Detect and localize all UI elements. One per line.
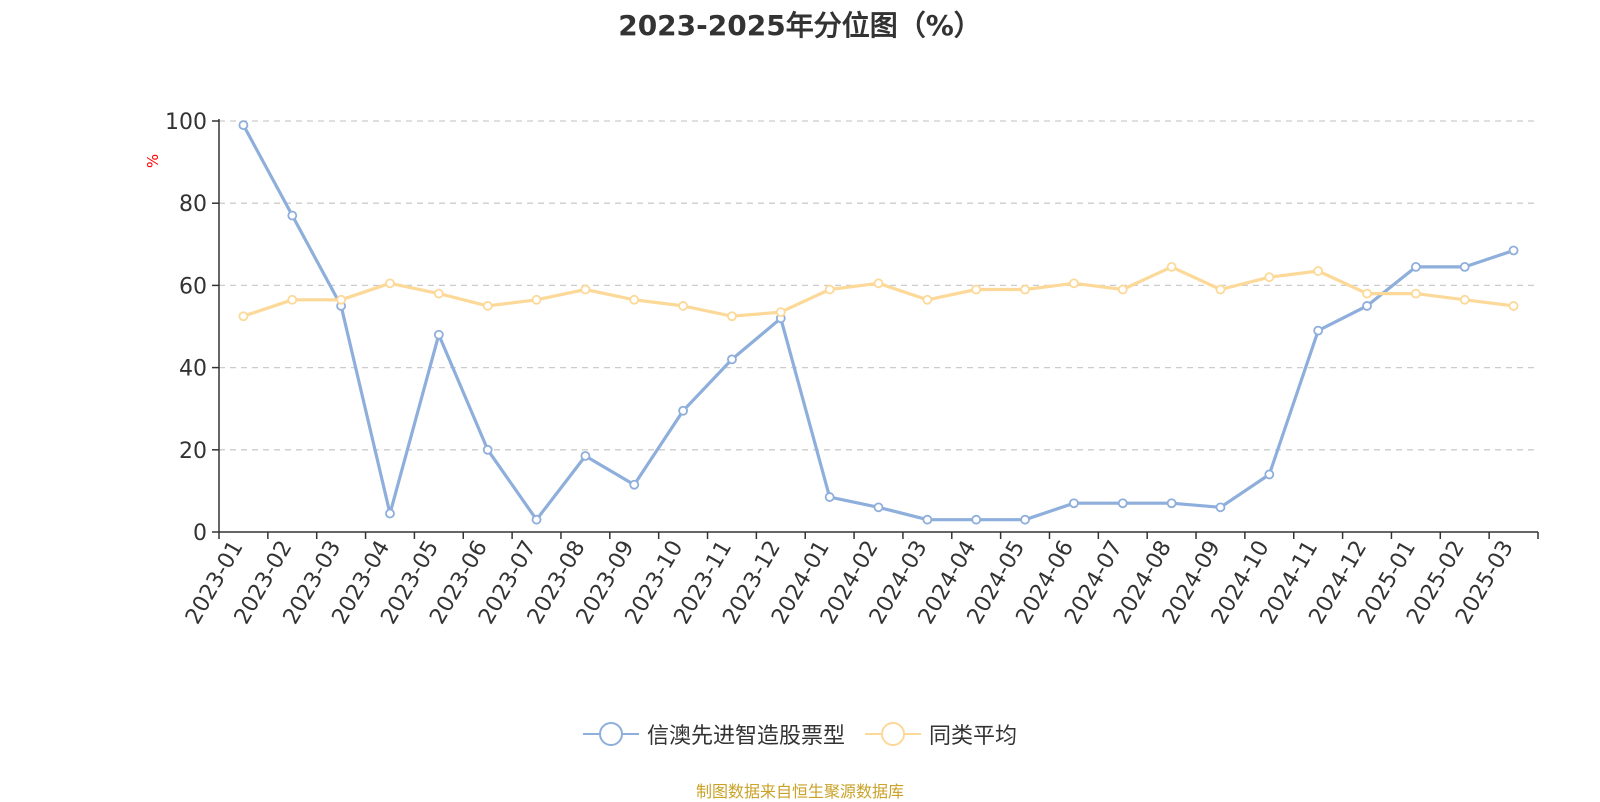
data-point-series-2 — [238, 311, 249, 322]
data-point-series-2 — [287, 294, 298, 305]
legend-item-series-1[interactable]: 信澳先进智造股票型 — [582, 718, 845, 750]
data-point-series-1 — [580, 451, 591, 461]
data-point-series-1 — [1410, 262, 1421, 272]
data-point-series-1 — [238, 120, 249, 131]
data-point-series-1 — [482, 444, 493, 455]
data-point-series-1 — [1459, 262, 1470, 272]
data-point-series-2 — [727, 311, 737, 322]
data-point-series-1 — [385, 508, 395, 519]
data-point-series-1 — [1215, 502, 1226, 513]
series-line-1 — [241, 124, 1515, 522]
data-point-series-2 — [629, 294, 640, 305]
data-point-series-2 — [1166, 262, 1177, 272]
y-tick-label: 0 — [193, 521, 207, 546]
data-point-series-2 — [971, 284, 982, 295]
chart-title: 2023-2025年分位图（%） — [618, 9, 982, 42]
data-point-series-2 — [1313, 266, 1324, 276]
data-point-series-1 — [1508, 245, 1519, 256]
data-point-series-1 — [1117, 498, 1128, 509]
data-point-series-2 — [1069, 278, 1079, 289]
y-tick-label: 80 — [179, 192, 207, 217]
data-point-series-2 — [385, 278, 395, 289]
data-point-series-2 — [1020, 284, 1030, 295]
series-line-2 — [242, 265, 1514, 318]
data-point-series-2 — [1410, 288, 1421, 299]
data-point-series-1 — [1264, 469, 1275, 480]
legend-swatch-series-2 — [865, 722, 921, 746]
data-point-series-2 — [922, 294, 933, 305]
legend-label-series-2: 同类平均 — [929, 724, 1018, 749]
data-point-series-2 — [1117, 284, 1128, 295]
data-point-series-2 — [1508, 301, 1519, 311]
axes: 0204060801002023-012023-022023-032023-04… — [165, 110, 1539, 629]
data-point-series-1 — [1020, 514, 1030, 525]
data-point-series-2 — [531, 294, 542, 305]
data-point-series-1 — [873, 502, 884, 513]
data-point-series-2 — [336, 294, 347, 305]
data-point-series-2 — [1215, 284, 1226, 295]
data-point-series-2 — [1459, 294, 1470, 305]
data-point-series-2 — [1264, 272, 1275, 283]
data-point-series-2 — [775, 307, 786, 318]
y-tick-label: 20 — [179, 439, 207, 464]
legend: 信澳先进智造股票型 同类平均 — [0, 718, 1600, 750]
data-point-series-1 — [824, 492, 835, 502]
data-point-series-2 — [580, 284, 591, 295]
source-note: 制图数据来自恒生聚源数据库 — [695, 782, 904, 801]
data-point-series-2 — [1362, 288, 1372, 299]
legend-item-series-2[interactable]: 同类平均 — [865, 718, 1017, 750]
data-point-series-2 — [824, 284, 835, 295]
data-point-series-2 — [482, 301, 493, 311]
data-point-series-1 — [1069, 498, 1079, 509]
y-tick-label: 100 — [165, 110, 207, 135]
y-tick-label: 60 — [179, 274, 207, 299]
data-point-series-2 — [873, 278, 884, 289]
data-point-series-1 — [531, 514, 542, 525]
data-point-series-1 — [1362, 301, 1372, 311]
y-tick-label: 40 — [179, 357, 207, 382]
data-point-series-1 — [727, 354, 737, 365]
data-point-series-1 — [922, 514, 933, 525]
y-axis-label: % — [144, 154, 162, 168]
data-point-series-1 — [1313, 325, 1324, 336]
legend-label-series-1: 信澳先进智造股票型 — [646, 724, 845, 749]
data-point-series-1 — [287, 210, 298, 221]
data-point-series-1 — [629, 479, 640, 490]
data-point-series-1 — [678, 405, 688, 416]
legend-swatch-series-1 — [582, 722, 639, 746]
series-lines — [238, 120, 1519, 525]
data-point-series-2 — [678, 301, 688, 311]
data-point-series-1 — [1166, 498, 1177, 509]
data-point-series-1 — [433, 329, 444, 340]
data-point-series-2 — [433, 288, 444, 299]
data-point-series-1 — [971, 514, 982, 525]
